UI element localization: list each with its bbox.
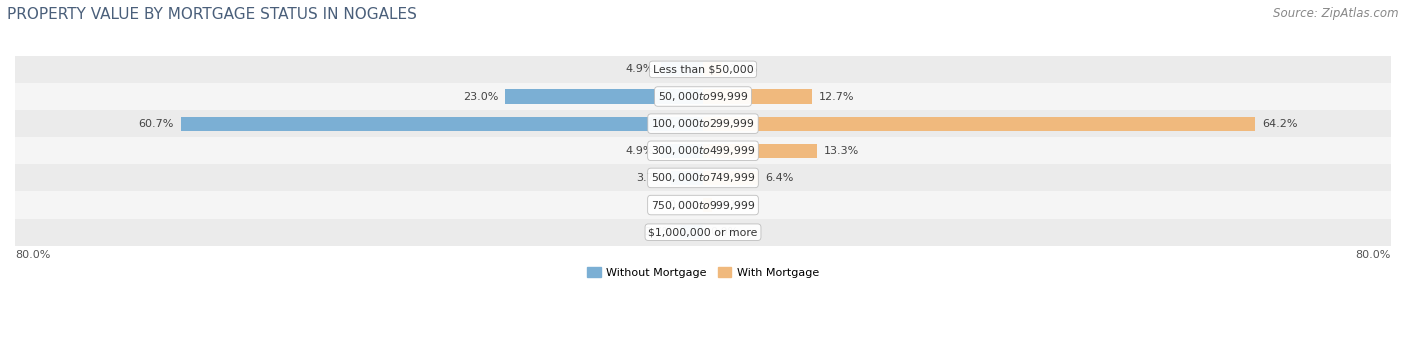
Text: 1.1%: 1.1% — [720, 200, 748, 210]
Bar — [661, 62, 703, 76]
Bar — [703, 117, 1256, 131]
Text: 80.0%: 80.0% — [15, 250, 51, 260]
Text: 4.9%: 4.9% — [626, 64, 654, 74]
Bar — [15, 191, 1391, 219]
Bar — [181, 117, 703, 131]
Bar — [703, 144, 817, 158]
Text: $500,000 to $749,999: $500,000 to $749,999 — [651, 171, 755, 184]
Text: Source: ZipAtlas.com: Source: ZipAtlas.com — [1274, 7, 1399, 20]
Text: 60.7%: 60.7% — [139, 119, 174, 129]
Bar — [15, 137, 1391, 164]
Bar — [661, 144, 703, 158]
Bar — [671, 171, 703, 185]
Text: Less than $50,000: Less than $50,000 — [652, 64, 754, 74]
Text: 4.9%: 4.9% — [626, 146, 654, 156]
Text: 3.7%: 3.7% — [636, 173, 664, 183]
Bar — [15, 83, 1391, 110]
Bar — [703, 89, 813, 104]
Text: 13.3%: 13.3% — [824, 146, 859, 156]
Bar — [703, 198, 713, 212]
Text: $750,000 to $999,999: $750,000 to $999,999 — [651, 199, 755, 211]
Text: PROPERTY VALUE BY MORTGAGE STATUS IN NOGALES: PROPERTY VALUE BY MORTGAGE STATUS IN NOG… — [7, 7, 418, 22]
Bar — [15, 219, 1391, 246]
Bar — [15, 56, 1391, 83]
Text: 6.4%: 6.4% — [765, 173, 793, 183]
Text: $1,000,000 or more: $1,000,000 or more — [648, 227, 758, 237]
Text: $50,000 to $99,999: $50,000 to $99,999 — [658, 90, 748, 103]
Bar — [15, 164, 1391, 191]
Text: 0.0%: 0.0% — [710, 227, 738, 237]
Bar — [679, 225, 703, 239]
Bar — [15, 110, 1391, 137]
Text: 64.2%: 64.2% — [1263, 119, 1298, 129]
Text: 0.0%: 0.0% — [668, 200, 696, 210]
Text: $100,000 to $299,999: $100,000 to $299,999 — [651, 117, 755, 130]
Text: 2.7%: 2.7% — [644, 227, 673, 237]
Legend: Without Mortgage, With Mortgage: Without Mortgage, With Mortgage — [582, 262, 824, 282]
Text: $300,000 to $499,999: $300,000 to $499,999 — [651, 144, 755, 157]
Bar — [505, 89, 703, 104]
Text: 2.2%: 2.2% — [728, 64, 758, 74]
Text: 80.0%: 80.0% — [1355, 250, 1391, 260]
Text: 12.7%: 12.7% — [820, 91, 855, 102]
Bar — [703, 171, 758, 185]
Bar — [703, 62, 721, 76]
Text: 23.0%: 23.0% — [463, 91, 498, 102]
